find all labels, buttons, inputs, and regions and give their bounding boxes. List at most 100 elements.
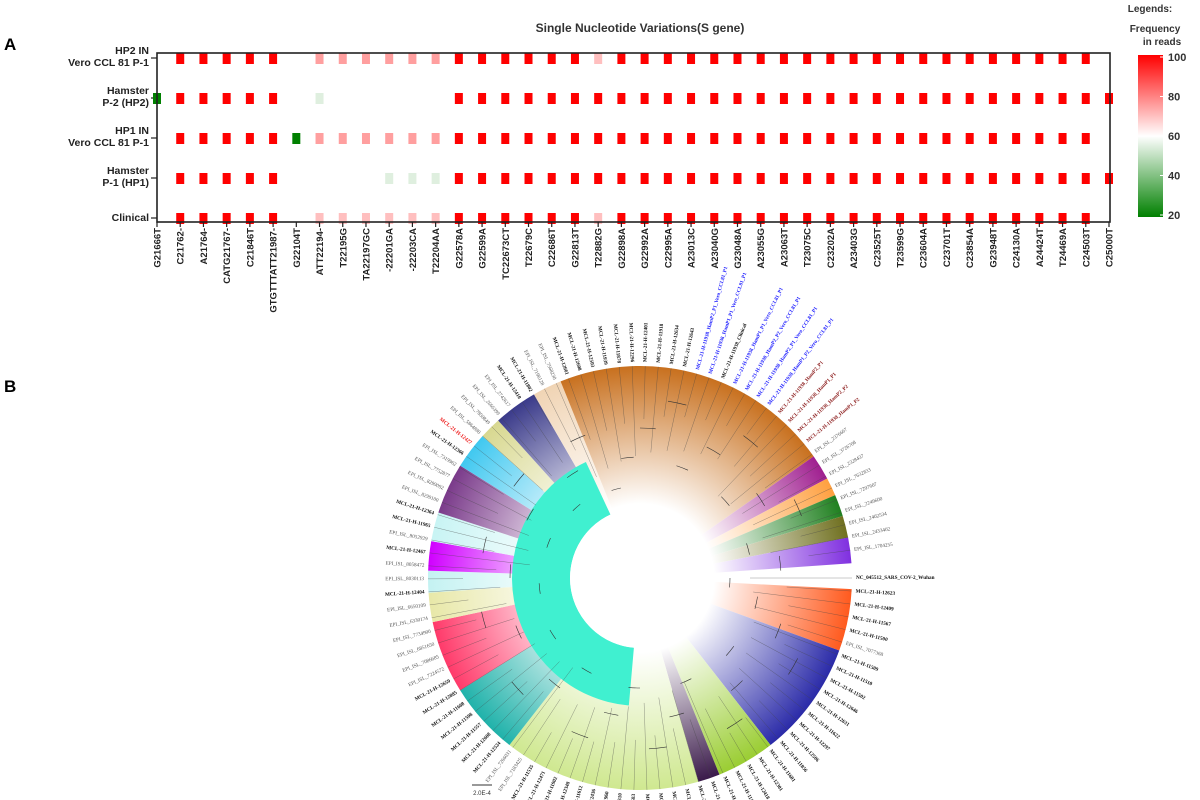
branch	[770, 682, 806, 711]
branch	[459, 467, 504, 495]
branch-arc	[549, 629, 557, 640]
branch-arc	[572, 503, 581, 512]
heatmap-cell	[547, 133, 556, 144]
column-label: T22882G	[594, 228, 605, 268]
heatmap-cell	[315, 213, 324, 224]
branch	[643, 702, 648, 790]
heatmap-cell	[826, 173, 835, 184]
leaf-label: MCL-21-H-11938_HamP2_P1_Vero_CCL81_P1	[695, 266, 729, 371]
leaf-label: MCL-21-H-12401	[642, 322, 649, 362]
heatmap-cell	[872, 133, 881, 144]
heatmap-cell	[687, 93, 696, 104]
leaf-label: MCL-21-H-12404	[385, 589, 425, 598]
column-label: C23701T	[942, 228, 953, 267]
branch	[764, 454, 813, 489]
branch-arc	[743, 435, 758, 448]
column-label: -22201GA	[385, 228, 396, 272]
heatmap-cell	[710, 93, 719, 104]
heatmap-cell	[1081, 53, 1090, 64]
heatmap-cell	[454, 133, 463, 144]
branch	[729, 732, 747, 762]
leaf-label: MCL-21-H-12634	[669, 324, 681, 364]
heatmap-cell	[199, 173, 208, 184]
branch	[482, 435, 543, 491]
heatmap-cell	[570, 133, 579, 144]
branch	[492, 661, 560, 731]
row-label-line: Vero CCL 81 P-1	[68, 57, 149, 69]
branch-arc	[526, 508, 534, 521]
heatmap-cell	[431, 53, 440, 64]
branch-arc	[628, 687, 641, 689]
column-label: C23202A	[826, 228, 837, 268]
heatmap-cell	[640, 53, 649, 64]
branch	[705, 708, 735, 768]
heatmap-cell	[1012, 53, 1021, 64]
column-label: G23048A	[733, 228, 744, 269]
heatmap-cell	[687, 53, 696, 64]
branch	[569, 707, 595, 779]
heatmap-cell	[965, 133, 974, 144]
row-label-line: HP1 IN	[115, 125, 149, 137]
branch	[790, 499, 838, 519]
heatmap-cell	[872, 93, 881, 104]
branch	[717, 400, 757, 460]
heatmap-cell	[849, 53, 858, 64]
leaf-label: EPI_ISL_2433402	[851, 526, 891, 539]
branch-arc	[571, 731, 589, 739]
clade-wedge	[704, 495, 843, 558]
heatmap-cell	[385, 213, 394, 224]
branch	[684, 681, 724, 774]
heatmap-cell	[779, 53, 788, 64]
panel-label-b: B	[4, 377, 16, 396]
heatmap-cell	[710, 133, 719, 144]
heatmap-cell	[663, 133, 672, 144]
branch-arc	[746, 543, 750, 555]
heatmap-cell	[478, 133, 487, 144]
heatmap-cell	[803, 93, 812, 104]
heatmap-cell	[756, 133, 765, 144]
row-label: HP2 IN Vero CCL 81 P-1	[68, 45, 149, 69]
heatmap-cell	[1081, 133, 1090, 144]
clade-wedge	[659, 642, 720, 782]
branch-arc	[731, 680, 743, 691]
branch	[787, 624, 843, 643]
heatmap-cell	[269, 133, 278, 144]
heatmap-cell	[338, 213, 347, 224]
branch	[784, 644, 833, 667]
branch	[734, 415, 777, 467]
branch	[672, 690, 699, 782]
heatmap-cell	[826, 133, 835, 144]
leaf-label: MCL-21-H-11567	[852, 615, 892, 628]
column-label: -22203CA	[408, 228, 419, 271]
column-label: G22578A	[454, 228, 465, 269]
color-scale-tick-label: 100	[1168, 52, 1186, 64]
column-label: A23013C	[687, 228, 698, 268]
heatmap-cell	[872, 53, 881, 64]
branch	[683, 377, 710, 452]
heatmap-cell	[803, 53, 812, 64]
color-scale-tick-label: 60	[1168, 131, 1180, 143]
column-label: T22679C	[524, 228, 535, 267]
branch	[428, 565, 497, 570]
branch	[557, 738, 573, 774]
clade-wedge	[708, 537, 852, 574]
branch	[434, 619, 477, 631]
column-label: T22204AA	[431, 228, 442, 274]
heatmap-cell	[1081, 173, 1090, 184]
branch	[431, 603, 507, 618]
heatmap-cell	[245, 173, 254, 184]
column-label: C21762-	[176, 228, 187, 264]
heatmap-cell	[338, 133, 347, 144]
branch-arc	[515, 625, 522, 639]
column-label: C24130A	[1012, 228, 1023, 268]
branch	[749, 433, 796, 477]
heatmap-cell	[826, 53, 835, 64]
branch	[762, 511, 842, 539]
branch-arc	[581, 667, 592, 674]
tree-center	[570, 508, 710, 648]
branch	[753, 621, 838, 655]
heatmap-cell	[176, 213, 185, 224]
branch-arc	[793, 499, 802, 517]
heatmap-cell	[1058, 93, 1067, 104]
clade-wedge	[705, 581, 852, 651]
